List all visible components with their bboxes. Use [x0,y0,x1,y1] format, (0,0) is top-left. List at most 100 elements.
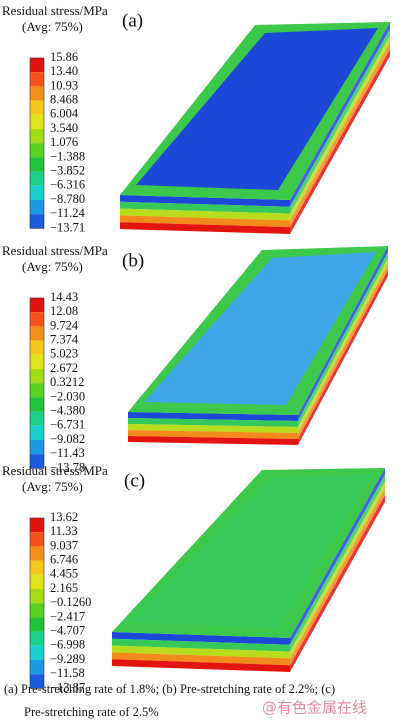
legend-swatch [30,129,44,144]
plate-side-layer [290,481,385,659]
legend-swatch [30,631,44,646]
plate-side-layer [290,495,385,672]
legend-value: −6.998 [50,638,85,652]
legend-value: 9.724 [50,318,79,332]
legend-value: 8.468 [50,92,78,106]
legend-title: Residual stress/MPa [2,463,108,478]
legend-value: 2.672 [50,361,78,375]
legend-value: 11.33 [50,524,78,538]
legend-swatch [30,574,44,589]
legend-value: −11.24 [50,206,85,220]
legend-value: −2.030 [50,389,85,403]
legend-value: 6.004 [50,107,79,121]
legend-swatch [30,340,44,355]
legend-swatch [30,560,44,575]
plate-side-layer [290,22,390,207]
legend-value: 0.3212 [50,375,84,389]
plate-side-layer [298,264,388,439]
legend-swatch [30,411,44,426]
legend-swatch [30,100,44,115]
legend-value: 3.540 [50,121,78,135]
plate-side-layer [290,488,385,666]
legend-value: 7.374 [50,332,79,346]
legend-title: Residual stress/MPa [2,3,108,18]
legend-swatch [30,546,44,561]
legend-swatch [30,326,44,341]
legend-subtitle: (Avg: 75%) [22,259,83,274]
legend-swatch [30,114,44,129]
legend-swatch [30,603,44,618]
legend-swatch [30,312,44,327]
plate-side-layer [290,474,385,652]
legend-value: 10.93 [50,78,78,92]
plate-front-layer [120,222,290,234]
legend-swatch [30,157,44,172]
legend-swatch [30,298,44,313]
legend-frame [29,57,45,229]
legend-value: −9.082 [50,432,85,446]
watermark: @有色金属在线 [262,699,367,717]
caption-line: Pre-stretching rate of 2.5% [24,705,159,719]
legend-value: 12.08 [50,304,78,318]
legend-value: −6.731 [50,418,85,432]
plate-side-layer [298,252,388,427]
plate-side-layer [298,270,388,445]
plate-side-layer [298,258,388,433]
panel-label: (a) [122,10,143,31]
legend-swatch [30,383,44,398]
plate-side-layer [290,28,390,214]
legend-value: 9.037 [50,538,78,552]
legend-swatch [30,645,44,660]
panel: Residual stress/MPa(Avg: 75%) (b) 14.4312.… [2,243,388,474]
plate-side-layer [298,246,388,421]
legend-swatch [30,86,44,101]
plate-front-layer [112,652,290,666]
legend-value: 13.40 [50,64,78,78]
plate-side-layer [290,468,385,645]
legend-swatch [30,185,44,200]
legend-subtitle: (Avg: 75%) [22,479,83,494]
plate-top-inner [128,474,373,628]
legend-swatch [30,660,44,675]
legend-frame [29,517,45,689]
plate-front-layer [120,195,290,207]
legend-swatch [30,440,44,455]
legend-value: −8.780 [50,192,85,206]
legend-value: 5.023 [50,347,78,361]
legend-swatch [30,532,44,547]
plate-front-layer [120,201,290,214]
legend-value: −13.87 [50,680,85,694]
plate-front-layer [112,645,290,659]
plate-front-layer [112,638,290,652]
legend-swatch [30,425,44,440]
legend-swatch [30,58,44,73]
legend-value: −6.316 [50,178,85,192]
legend-value: −13.71 [50,220,85,234]
legend-value: −4.380 [50,403,85,417]
legend-value: 1.076 [50,135,78,149]
legend-swatch [30,143,44,158]
legend-value: −9.289 [50,652,85,666]
legend-swatch [30,214,44,229]
legend-value: 13.62 [50,510,78,524]
legend-value: −1.388 [50,149,85,163]
legend-value: 4.455 [50,567,78,581]
caption-line: (a) Pre-stretching rate of 1.8%; (b) Pre… [4,682,335,696]
legend-swatch [30,200,44,215]
legend-swatch [30,369,44,384]
plate-side-layer [290,49,390,235]
legend-value: 2.165 [50,581,78,595]
legend-swatch [30,354,44,369]
plate-front-layer [120,208,290,221]
legend-value: −13.78 [50,460,85,474]
plate-front-layer [120,215,290,228]
legend-subtitle: (Avg: 75%) [22,19,83,34]
legend-swatch [30,674,44,689]
legend-swatch [30,589,44,604]
plate-side-layer [290,35,390,221]
legend-value: 14.43 [50,290,78,304]
legend-swatch [30,72,44,87]
legend-swatch [30,454,44,469]
legend-swatch [30,397,44,412]
